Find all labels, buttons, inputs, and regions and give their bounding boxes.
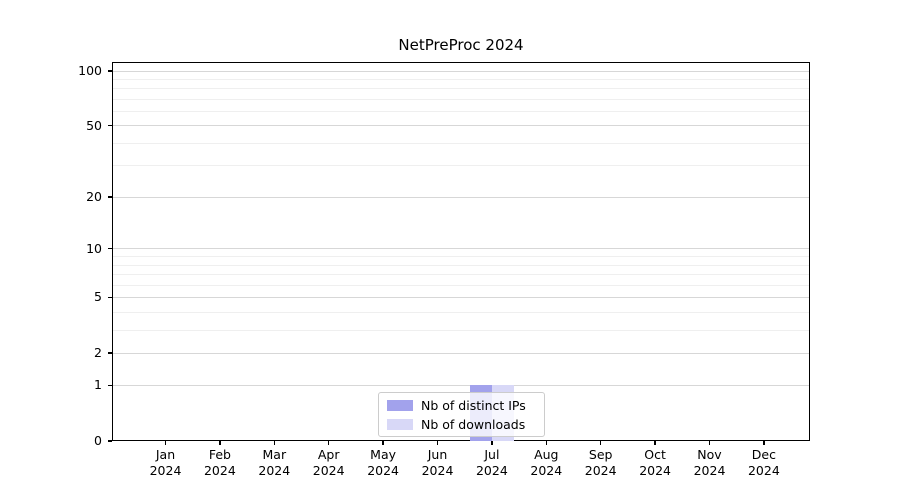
x-tick (763, 441, 765, 445)
y-gridline-minor (113, 264, 809, 266)
x-tick (436, 441, 439, 445)
y-tick-label: 0 (94, 433, 102, 448)
x-tick-label: Oct 2024 (639, 447, 671, 478)
x-tick-label: Apr 2024 (312, 447, 345, 478)
x-tick-label: Feb 2024 (203, 447, 236, 478)
x-tick-label: Mar 2024 (258, 447, 291, 478)
y-tick (108, 296, 112, 298)
x-tick-label: Aug 2024 (530, 447, 563, 478)
legend-swatch-downloads (387, 418, 413, 430)
y-tick-label: 1 (94, 377, 102, 393)
legend-item-distinct-ips: Nb of distinct IPs (387, 398, 536, 413)
chart-title: NetPreProc 2024 (398, 36, 524, 54)
y-tick (108, 384, 112, 387)
y-gridline-major (113, 125, 809, 127)
x-tick (708, 441, 711, 445)
y-gridline-minor (113, 329, 809, 331)
x-tick-label: Sep 2024 (584, 447, 617, 478)
x-tick-label: Dec 2024 (747, 447, 780, 478)
y-tick (108, 440, 112, 442)
x-tick-label: Jul 2024 (475, 447, 508, 478)
y-tick (108, 248, 112, 250)
y-gridline-minor (113, 273, 809, 275)
y-gridline-minor (113, 142, 809, 144)
x-tick-label: Jan 2024 (149, 447, 182, 478)
x-tick (491, 441, 493, 445)
y-gridline-major (113, 248, 809, 250)
y-tick-label: 5 (94, 289, 102, 305)
legend-label-downloads: Nb of downloads (421, 416, 526, 432)
y-gridline-major (113, 352, 809, 354)
y-gridline-minor (113, 165, 809, 167)
y-gridline-major (113, 70, 809, 72)
y-gridline-minor (113, 256, 809, 258)
y-gridline-minor (113, 111, 809, 113)
y-tick (108, 70, 112, 72)
x-tick-label: Jun 2024 (421, 447, 454, 478)
y-tick-label: 2 (94, 344, 102, 360)
y-gridline-minor (113, 98, 809, 100)
y-tick-label: 10 (86, 240, 102, 256)
y-gridline-major (113, 385, 809, 387)
y-tick (108, 125, 112, 127)
y-gridline-minor (113, 79, 809, 81)
y-gridline-minor (113, 88, 809, 90)
y-gridline-major (113, 297, 809, 299)
legend: Nb of distinct IPs Nb of downloads (378, 392, 545, 437)
y-gridline-minor (113, 284, 809, 286)
x-tick (654, 441, 656, 445)
x-tick (600, 441, 602, 445)
x-tick-label: Nov 2024 (693, 447, 726, 478)
y-gridline-minor (113, 311, 809, 313)
y-tick (108, 196, 112, 198)
legend-label-distinct-ips: Nb of distinct IPs (421, 397, 526, 413)
plot-area (112, 62, 810, 441)
legend-item-downloads: Nb of downloads (387, 417, 536, 432)
y-tick (108, 352, 112, 354)
x-tick (545, 441, 547, 445)
legend-swatch-distinct-ips (387, 399, 413, 411)
y-gridline-major (113, 196, 809, 198)
y-tick-label: 100 (78, 63, 102, 78)
x-tick-label: May 2024 (367, 447, 399, 478)
x-tick (219, 441, 221, 445)
y-tick-label: 20 (86, 188, 102, 204)
x-tick (164, 441, 167, 445)
y-tick-label: 50 (86, 117, 102, 133)
x-tick (382, 441, 384, 445)
x-tick (273, 441, 275, 445)
x-tick (328, 441, 330, 445)
